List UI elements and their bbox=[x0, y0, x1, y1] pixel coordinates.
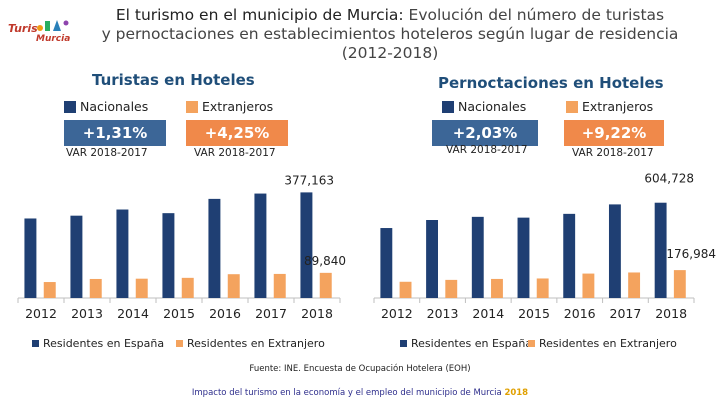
bar-foreign-2018 bbox=[673, 270, 686, 298]
right-bottom-legend-spain: Residentes en España bbox=[400, 337, 532, 350]
bar-foreign-2014 bbox=[135, 278, 148, 298]
right-legend-ext-label: Extranjeros bbox=[582, 99, 654, 114]
legend-swatch-nacionales bbox=[442, 100, 454, 113]
x-tick-label-2013: 2013 bbox=[71, 306, 103, 321]
logo-text-murcia: Murcia bbox=[36, 34, 70, 42]
bar-spain-2016 bbox=[563, 213, 576, 298]
bar-foreign-2012 bbox=[43, 282, 56, 298]
data-label-foreign-2018: 176,984 bbox=[666, 247, 716, 261]
left-legend-nac-label: Nacionales bbox=[80, 99, 149, 114]
left-bottom-legend-foreign: Residentes en Extranjero bbox=[176, 337, 325, 350]
left-var-nacionales-box: +1,31% bbox=[64, 120, 166, 146]
title-main: El turismo en el municipio de Murcia: bbox=[115, 6, 404, 24]
bar-foreign-2012 bbox=[399, 281, 412, 298]
bar-foreign-2013 bbox=[89, 278, 102, 298]
bar-spain-2013 bbox=[70, 215, 83, 298]
right-legend-extranjeros: Extranjeros bbox=[566, 99, 653, 114]
legend-swatch-extranjeros bbox=[566, 100, 578, 113]
left-bottom-legend-spain: Residentes en España bbox=[32, 337, 164, 350]
x-tick-label-2018: 2018 bbox=[301, 306, 333, 321]
right-var-label-ext: VAR 2018-2017 bbox=[572, 147, 654, 159]
chart-pernoctaciones: 2012 2013 2014 2015 2016 2017 2018 604,728 176,9… bbox=[373, 172, 716, 321]
right-var-extranjeros-box: +9,22% bbox=[564, 120, 664, 146]
x-tick-label-2014: 2014 bbox=[472, 306, 504, 321]
bar-foreign-2015 bbox=[536, 278, 549, 298]
bar-spain-2017 bbox=[254, 193, 267, 298]
logo-text-turismo: Turis bbox=[8, 22, 38, 35]
left-var-extranjeros-box: +4,25% bbox=[186, 120, 288, 146]
left-legend-spain-label: Residentes en España bbox=[43, 337, 165, 350]
legend-marker-spain bbox=[32, 340, 39, 347]
bar-foreign-2016 bbox=[227, 274, 240, 298]
bar-spain-2018 bbox=[300, 192, 313, 298]
x-tick-label-2015: 2015 bbox=[518, 306, 550, 321]
murcia-tourism-logo: Turis Murcia bbox=[6, 8, 76, 44]
bar-spain-2012 bbox=[380, 228, 393, 298]
footer: Impacto del turismo en la economía y el … bbox=[0, 388, 720, 398]
x-tick-label-2017: 2017 bbox=[255, 306, 287, 321]
x-tick-label-2012: 2012 bbox=[381, 306, 413, 321]
legend-swatch-extranjeros bbox=[186, 100, 198, 113]
left-legend-nacionales: Nacionales bbox=[64, 99, 148, 114]
left-legend-ext-label: Extranjeros bbox=[202, 99, 274, 114]
bar-spain-2015 bbox=[517, 217, 530, 298]
bar-spain-2017 bbox=[608, 204, 621, 298]
right-bottom-legend-foreign: Residentes en Extranjero bbox=[528, 337, 677, 350]
bar-foreign-2017 bbox=[628, 272, 641, 298]
chart-turistas: 2012 2013 2014 2015 2016 2017 2018 377,163 89,84… bbox=[17, 173, 346, 321]
x-tick-label-2015: 2015 bbox=[163, 306, 195, 321]
legend-swatch-nacionales bbox=[64, 100, 76, 113]
bar-spain-2016 bbox=[208, 198, 221, 298]
footer-text: Impacto del turismo en la economía y el … bbox=[191, 388, 505, 398]
bar-foreign-2014 bbox=[491, 278, 503, 298]
data-label-spain-2018: 604,728 bbox=[644, 172, 694, 186]
right-legend-nac-label: Nacionales bbox=[458, 99, 527, 114]
left-legend-extranjeros: Extranjeros bbox=[186, 99, 273, 114]
right-legend-nacionales: Nacionales bbox=[442, 99, 526, 114]
title-line3: (2012-2018) bbox=[341, 44, 439, 62]
right-legend-spain-label: Residentes en España bbox=[411, 337, 533, 350]
left-legend-foreign-label: Residentes en Extranjero bbox=[187, 337, 325, 350]
x-tick-label-2018: 2018 bbox=[655, 306, 687, 321]
data-label-spain-2018: 377,163 bbox=[284, 173, 334, 187]
left-var-label-nac: VAR 2018-2017 bbox=[66, 147, 148, 159]
title-sub: Evolución del número de turistas bbox=[403, 6, 665, 24]
source-note: Fuente: INE. Encuesta de Ocupación Hotel… bbox=[249, 364, 471, 374]
title-line2: y pernoctaciones en establecimientos hot… bbox=[101, 25, 679, 43]
legend-marker-spain bbox=[400, 340, 407, 347]
x-tick-label-2014: 2014 bbox=[117, 306, 149, 321]
x-tick-label-2016: 2016 bbox=[209, 306, 241, 321]
bar-spain-2014 bbox=[471, 216, 484, 298]
legend-marker-foreign bbox=[176, 340, 183, 347]
x-tick-label-2013: 2013 bbox=[427, 306, 459, 321]
x-tick-label-2017: 2017 bbox=[610, 306, 642, 321]
bar-foreign-2016 bbox=[582, 273, 595, 298]
right-var-label-nac: VAR 2018-2017 bbox=[446, 144, 528, 156]
bar-spain-2013 bbox=[426, 220, 438, 298]
page-title: El turismo en el municipio de Murcia: Ev… bbox=[80, 6, 700, 63]
bar-foreign-2013 bbox=[445, 279, 458, 298]
right-var-nacionales-box: +2,03% bbox=[432, 120, 538, 146]
left-var-label-ext: VAR 2018-2017 bbox=[194, 147, 276, 159]
bar-foreign-2015 bbox=[181, 277, 194, 298]
bar-spain-2014 bbox=[116, 209, 129, 298]
logo-graphic: Turis Murcia bbox=[8, 20, 70, 44]
right-heading: Pernoctaciones en Hoteles bbox=[438, 74, 664, 92]
data-label-foreign-2018: 89,840 bbox=[304, 254, 346, 268]
bar-foreign-2018 bbox=[319, 272, 332, 298]
x-tick-label-2016: 2016 bbox=[564, 306, 596, 321]
right-legend-foreign-label: Residentes en Extranjero bbox=[539, 337, 677, 350]
bar-spain-2012 bbox=[24, 218, 37, 298]
bar-foreign-2017 bbox=[273, 273, 286, 298]
bar-spain-2015 bbox=[162, 213, 175, 298]
x-tick-label-2012: 2012 bbox=[25, 306, 57, 321]
left-heading: Turistas en Hoteles bbox=[92, 71, 255, 89]
footer-year: 2018 bbox=[504, 388, 529, 398]
legend-marker-foreign bbox=[528, 340, 535, 347]
bar-spain-2018 bbox=[654, 202, 667, 298]
